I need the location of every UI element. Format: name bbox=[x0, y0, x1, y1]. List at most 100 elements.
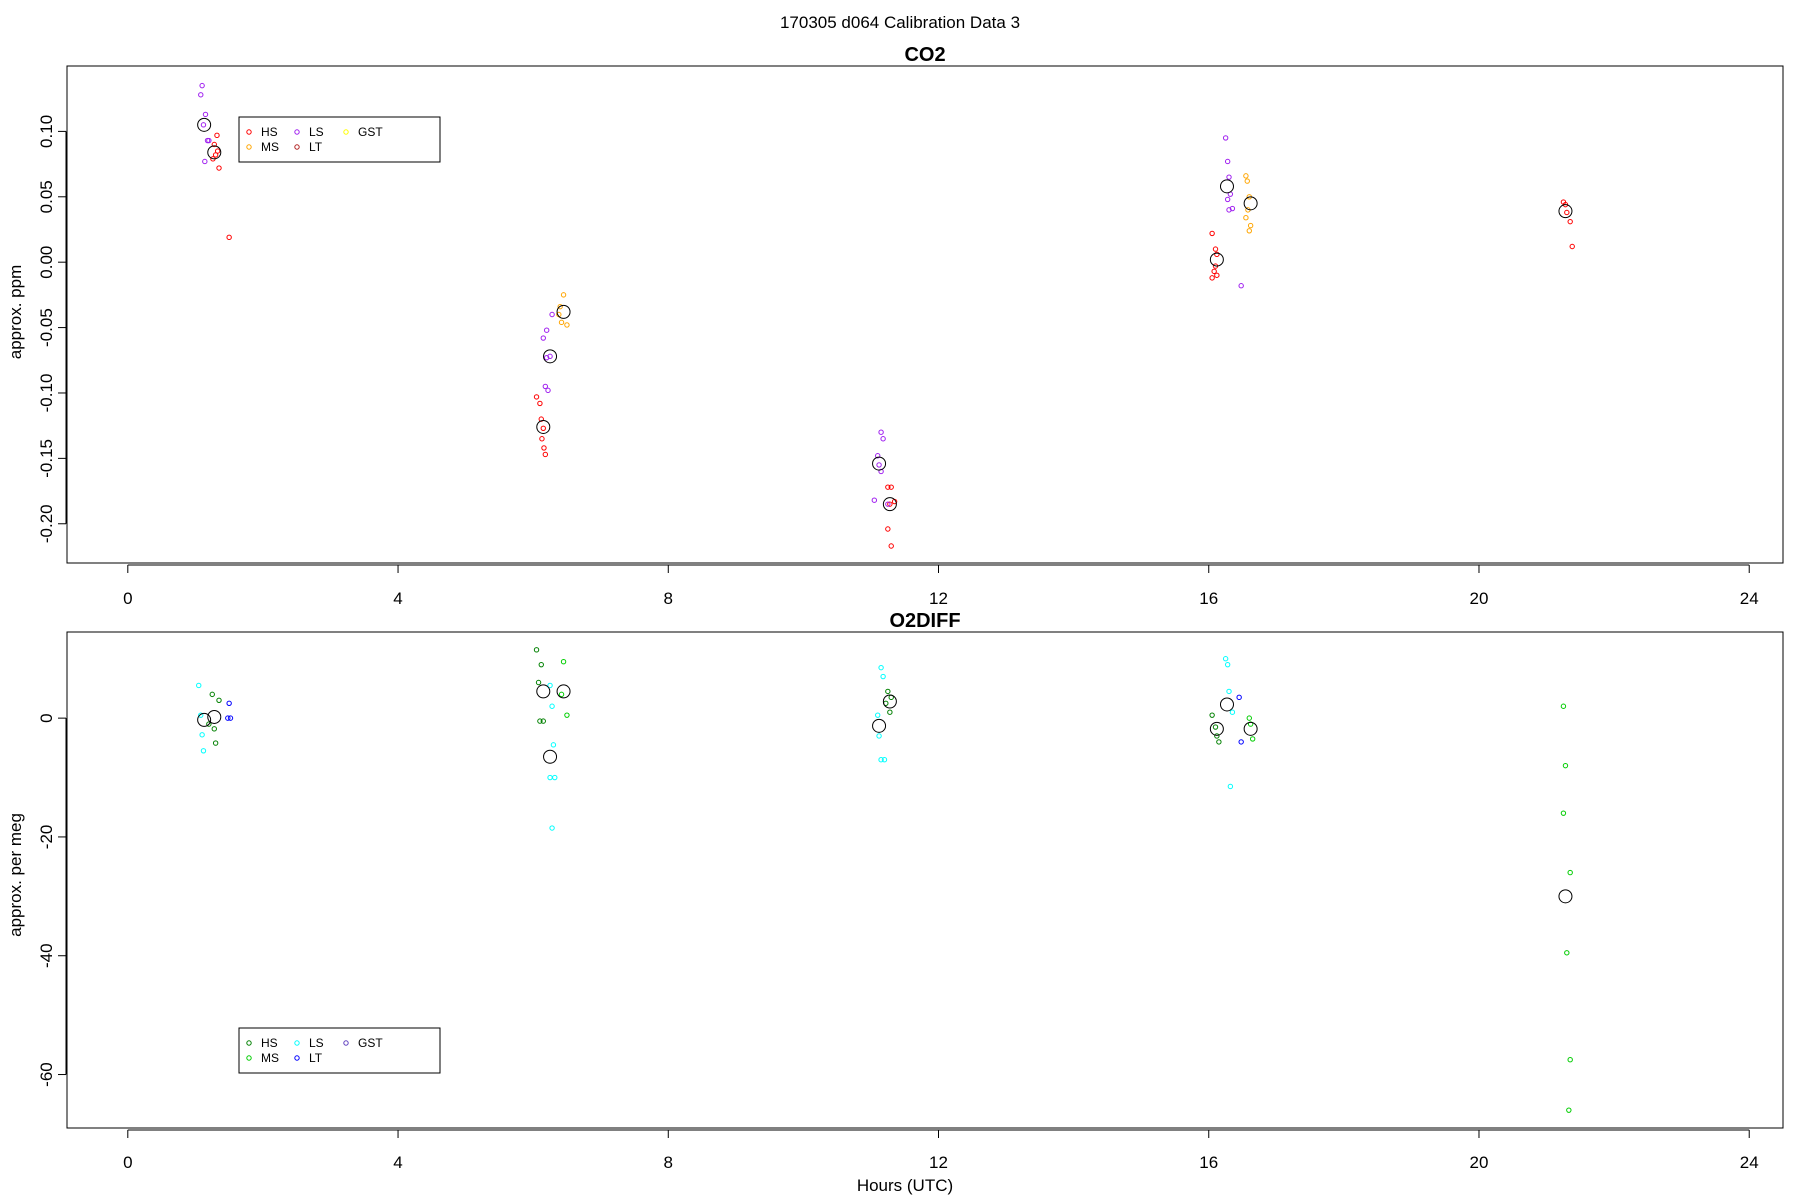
co2-point-ls bbox=[198, 92, 204, 98]
o2diff-point-hs bbox=[1212, 724, 1219, 730]
co2-point-hs bbox=[1209, 275, 1215, 281]
o2diff-legend-label-gst: GST bbox=[358, 1036, 383, 1050]
page-title: 170305 d064 Calibration Data 3 bbox=[780, 13, 1020, 32]
co2-mean-marker bbox=[197, 117, 212, 132]
co2-point-ls bbox=[549, 311, 555, 318]
co2-point-ls bbox=[206, 137, 212, 144]
co2-point-ls bbox=[202, 111, 209, 118]
o2diff-y-tick-label: 0 bbox=[37, 713, 56, 722]
co2-mean-marker bbox=[536, 419, 551, 434]
o2diff-point-ms bbox=[1567, 1056, 1573, 1063]
co2-point-ls bbox=[1229, 205, 1236, 212]
co2-point-ms bbox=[1243, 173, 1249, 179]
co2-point-hs bbox=[885, 484, 891, 490]
co2-point-ls bbox=[1222, 135, 1229, 141]
co2-legend-label-ls: LS bbox=[309, 125, 324, 139]
o2diff-point-ls bbox=[1222, 656, 1229, 662]
o2diff-legend-label-lt: LT bbox=[309, 1051, 323, 1065]
co2-point-hs bbox=[537, 400, 543, 407]
o2diff-point-ls bbox=[200, 748, 207, 754]
o2diff-point-ls bbox=[880, 673, 886, 680]
x-axis-label: Hours (UTC) bbox=[857, 1176, 953, 1195]
co2-point-ls bbox=[1224, 158, 1231, 165]
co2-mean-marker bbox=[207, 145, 222, 160]
co2-point-hs bbox=[1569, 243, 1575, 250]
co2-point-ms bbox=[557, 303, 563, 310]
o2diff-point-ls bbox=[549, 703, 555, 709]
o2diff-point-ms bbox=[564, 712, 570, 718]
o2diff-point-lt bbox=[1238, 739, 1244, 745]
o2diff-point-ls bbox=[550, 742, 557, 748]
o2diff-legend-box bbox=[238, 1027, 441, 1074]
co2-legend-label-lt: LT bbox=[309, 140, 323, 154]
o2diff-x-tick-label: 20 bbox=[1470, 1153, 1489, 1172]
co2-point-ls bbox=[885, 501, 891, 507]
co2-point-hs bbox=[216, 165, 222, 171]
co2-point-hs bbox=[1211, 268, 1217, 275]
co2-point-ls bbox=[1238, 283, 1244, 289]
co2-y-axis-label: approx. ppm bbox=[6, 265, 25, 360]
co2-point-ls bbox=[545, 387, 551, 394]
co2-point-hs bbox=[542, 451, 549, 458]
o2diff-mean-marker bbox=[872, 718, 887, 733]
co2-point-ms bbox=[1244, 178, 1250, 184]
o2diff-mean-marker bbox=[556, 684, 571, 699]
co2-x-tick-label: 12 bbox=[929, 589, 948, 608]
co2-y-tick-label: -0.15 bbox=[37, 439, 56, 478]
co2-point-ls bbox=[878, 468, 884, 475]
co2-point-hs bbox=[214, 148, 221, 154]
o2diff-point-ls bbox=[198, 712, 204, 718]
co2-mean-marker bbox=[543, 349, 558, 364]
o2diff-point-ms bbox=[558, 691, 565, 698]
o2diff-point-ls bbox=[552, 774, 558, 781]
o2diff-point-hs bbox=[538, 661, 544, 668]
co2-legend-symbol-lt bbox=[294, 144, 300, 150]
co2-point-hs bbox=[888, 543, 894, 549]
co2-point-ls bbox=[1224, 196, 1231, 203]
co2-chart: CO2 approx. ppm 0 4 8 12 16 20 24 -0.20 -0.15 -0.… bbox=[6, 44, 1784, 608]
co2-mean-marker bbox=[1243, 196, 1258, 211]
co2-point-hs bbox=[539, 436, 545, 442]
o2diff-x-tick-label: 16 bbox=[1199, 1153, 1218, 1172]
o2diff-point-hs bbox=[533, 647, 540, 653]
co2-point-ls bbox=[876, 462, 882, 468]
co2-x-tick-label: 0 bbox=[123, 589, 132, 608]
o2diff-legend-label-ls: LS bbox=[309, 1036, 324, 1050]
co2-point-ls bbox=[1226, 174, 1232, 180]
o2diff-point-ms bbox=[1562, 762, 1569, 769]
co2-point-ls bbox=[200, 122, 207, 128]
co2-point-hs bbox=[888, 484, 894, 490]
co2-point-ls bbox=[1226, 207, 1232, 213]
co2-point-hs bbox=[540, 425, 546, 431]
co2-point-ls bbox=[875, 453, 881, 459]
co2-point-ls bbox=[543, 354, 550, 361]
co2-x-tick-label: 24 bbox=[1740, 589, 1759, 608]
co2-point-ms bbox=[1243, 215, 1249, 221]
co2-legend-label-hs: HS bbox=[261, 125, 278, 139]
o2diff-legend-symbol-gst bbox=[343, 1040, 349, 1046]
co2-legend-label-gst: GST bbox=[358, 125, 383, 139]
co2-x-tick-label: 20 bbox=[1470, 589, 1489, 608]
co2-legend-symbol-hs bbox=[246, 129, 252, 135]
o2diff-point-ls bbox=[547, 774, 553, 781]
co2-point-hs bbox=[1214, 251, 1220, 258]
co2-x-tick-label: 8 bbox=[664, 589, 673, 608]
o2diff-point-ms bbox=[1566, 1107, 1572, 1113]
o2diff-y-tick-label: -20 bbox=[37, 825, 56, 850]
o2diff-mean-marker bbox=[543, 749, 558, 764]
co2-point-hs bbox=[1212, 246, 1219, 252]
o2diff-point-ls bbox=[878, 664, 884, 671]
o2diff-point-hs bbox=[1214, 733, 1220, 739]
o2diff-point-ms bbox=[1246, 715, 1252, 721]
co2-mean-marker bbox=[1209, 252, 1224, 267]
o2diff-point-ls bbox=[549, 825, 555, 831]
co2-mean-marker bbox=[556, 304, 571, 319]
co2-y-tick-label: 0.00 bbox=[37, 246, 56, 279]
co2-plot-frame bbox=[66, 65, 1784, 564]
o2diff-chart: O2DIFF approx. per meg Hours (UTC) 0 4 8 12… bbox=[6, 610, 1784, 1195]
o2diff-point-ms bbox=[1560, 703, 1567, 709]
o2diff-point-ls bbox=[547, 682, 553, 689]
